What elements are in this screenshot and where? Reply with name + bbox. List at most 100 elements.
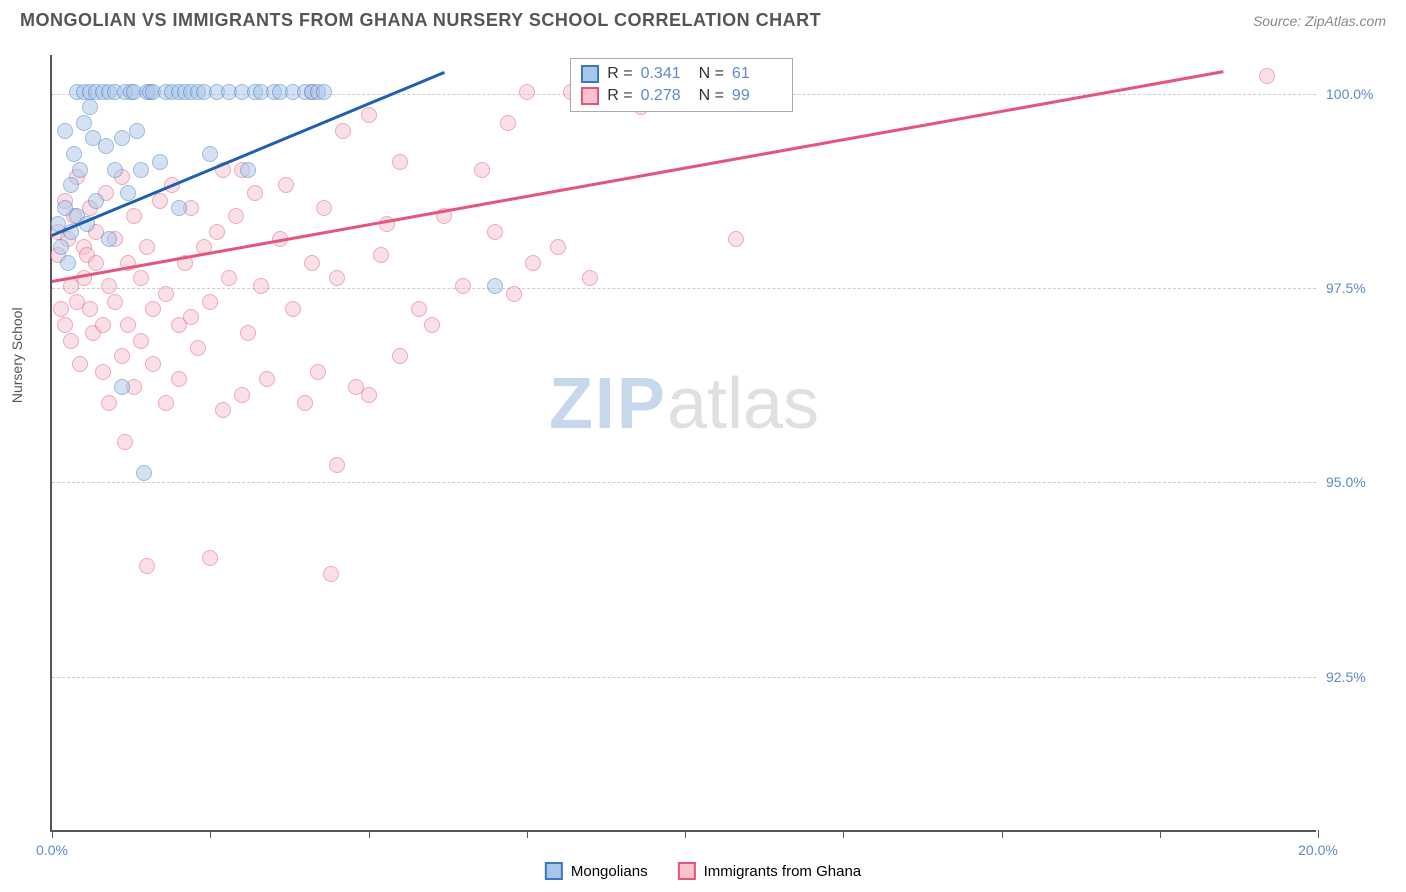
scatter-point-ghana — [525, 255, 541, 271]
scatter-point-ghana — [114, 348, 130, 364]
scatter-point-mongolians — [76, 115, 92, 131]
x-tick — [1160, 830, 1161, 838]
gridline-horizontal — [52, 288, 1316, 289]
scatter-point-ghana — [392, 154, 408, 170]
scatter-point-ghana — [53, 301, 69, 317]
legend-swatch — [545, 862, 563, 880]
scatter-point-mongolians — [202, 146, 218, 162]
scatter-point-ghana — [424, 317, 440, 333]
x-tick-label: 0.0% — [36, 842, 68, 858]
scatter-point-ghana — [95, 364, 111, 380]
scatter-point-ghana — [228, 208, 244, 224]
scatter-point-ghana — [487, 224, 503, 240]
legend-swatch — [581, 65, 599, 83]
scatter-point-ghana — [215, 402, 231, 418]
legend-r-label: R = — [607, 87, 632, 105]
legend-stats-box: R =0.341N =61R =0.278N =99 — [570, 58, 793, 112]
watermark: ZIPatlas — [549, 363, 819, 445]
scatter-point-ghana — [234, 387, 250, 403]
scatter-point-ghana — [95, 317, 111, 333]
scatter-point-ghana — [278, 177, 294, 193]
scatter-point-mongolians — [107, 162, 123, 178]
scatter-point-ghana — [72, 356, 88, 372]
scatter-point-ghana — [253, 278, 269, 294]
legend-label: Immigrants from Ghana — [704, 863, 862, 880]
scatter-point-mongolians — [114, 379, 130, 395]
scatter-point-ghana — [63, 333, 79, 349]
x-tick — [369, 830, 370, 838]
source-attribution: Source: ZipAtlas.com — [1253, 13, 1386, 29]
y-tick-label: 97.5% — [1326, 280, 1396, 296]
x-tick — [210, 830, 211, 838]
scatter-point-ghana — [88, 255, 104, 271]
scatter-point-ghana — [133, 333, 149, 349]
watermark-atlas: atlas — [667, 364, 819, 444]
scatter-point-ghana — [474, 162, 490, 178]
scatter-point-mongolians — [88, 193, 104, 209]
scatter-point-ghana — [361, 107, 377, 123]
scatter-point-ghana — [323, 566, 339, 582]
legend-n-value: 99 — [732, 87, 782, 105]
scatter-point-ghana — [133, 270, 149, 286]
scatter-point-mongolians — [53, 239, 69, 255]
legend-stat-row: R = 0.278 N = 99 — [581, 85, 782, 107]
y-tick-label: 95.0% — [1326, 474, 1396, 490]
scatter-point-mongolians — [82, 99, 98, 115]
scatter-point-mongolians — [171, 200, 187, 216]
chart-title: MONGOLIAN VS IMMIGRANTS FROM GHANA NURSE… — [20, 10, 821, 31]
scatter-point-ghana — [285, 301, 301, 317]
scatter-point-ghana — [240, 325, 256, 341]
scatter-point-ghana — [139, 558, 155, 574]
x-tick — [685, 830, 686, 838]
scatter-point-ghana — [120, 317, 136, 333]
y-axis-label: Nursery School — [9, 307, 25, 403]
scatter-point-mongolians — [63, 177, 79, 193]
scatter-point-ghana — [107, 294, 123, 310]
legend-item-ghana: Immigrants from Ghana — [678, 862, 862, 880]
chart-plot-area: Nursery School ZIPatlas R =0.341N =61R =… — [50, 55, 1316, 832]
scatter-point-ghana — [1259, 68, 1275, 84]
legend-swatch — [678, 862, 696, 880]
scatter-point-ghana — [101, 395, 117, 411]
scatter-point-ghana — [455, 278, 471, 294]
scatter-point-ghana — [171, 371, 187, 387]
legend-series: Mongolians Immigrants from Ghana — [545, 862, 861, 880]
scatter-point-ghana — [329, 270, 345, 286]
scatter-point-ghana — [411, 301, 427, 317]
scatter-point-mongolians — [98, 138, 114, 154]
scatter-point-ghana — [728, 231, 744, 247]
watermark-zip: ZIP — [549, 364, 667, 444]
scatter-point-ghana — [158, 286, 174, 302]
x-tick — [52, 830, 53, 838]
scatter-point-mongolians — [152, 154, 168, 170]
scatter-point-ghana — [361, 387, 377, 403]
scatter-point-ghana — [57, 317, 73, 333]
scatter-point-ghana — [209, 224, 225, 240]
scatter-point-ghana — [101, 278, 117, 294]
scatter-point-ghana — [506, 286, 522, 302]
legend-r-value: 0.341 — [641, 65, 691, 83]
legend-r-value: 0.278 — [641, 87, 691, 105]
scatter-point-ghana — [247, 185, 263, 201]
x-tick — [1002, 830, 1003, 838]
scatter-point-ghana — [190, 340, 206, 356]
scatter-point-mongolians — [114, 130, 130, 146]
legend-n-label: N = — [699, 87, 724, 105]
legend-item-mongolians: Mongolians — [545, 862, 648, 880]
scatter-point-ghana — [158, 395, 174, 411]
scatter-point-mongolians — [133, 162, 149, 178]
scatter-point-ghana — [82, 301, 98, 317]
legend-r-label: R = — [607, 65, 632, 83]
scatter-point-ghana — [145, 301, 161, 317]
legend-stat-row: R =0.341N =61 — [581, 63, 782, 85]
scatter-point-mongolians — [136, 465, 152, 481]
scatter-point-ghana — [500, 115, 516, 131]
x-tick — [843, 830, 844, 838]
gridline-horizontal — [52, 482, 1316, 483]
scatter-point-ghana — [329, 457, 345, 473]
x-tick — [527, 830, 528, 838]
scatter-point-ghana — [259, 371, 275, 387]
scatter-point-mongolians — [316, 84, 332, 100]
gridline-horizontal — [52, 677, 1316, 678]
scatter-point-ghana — [519, 84, 535, 100]
